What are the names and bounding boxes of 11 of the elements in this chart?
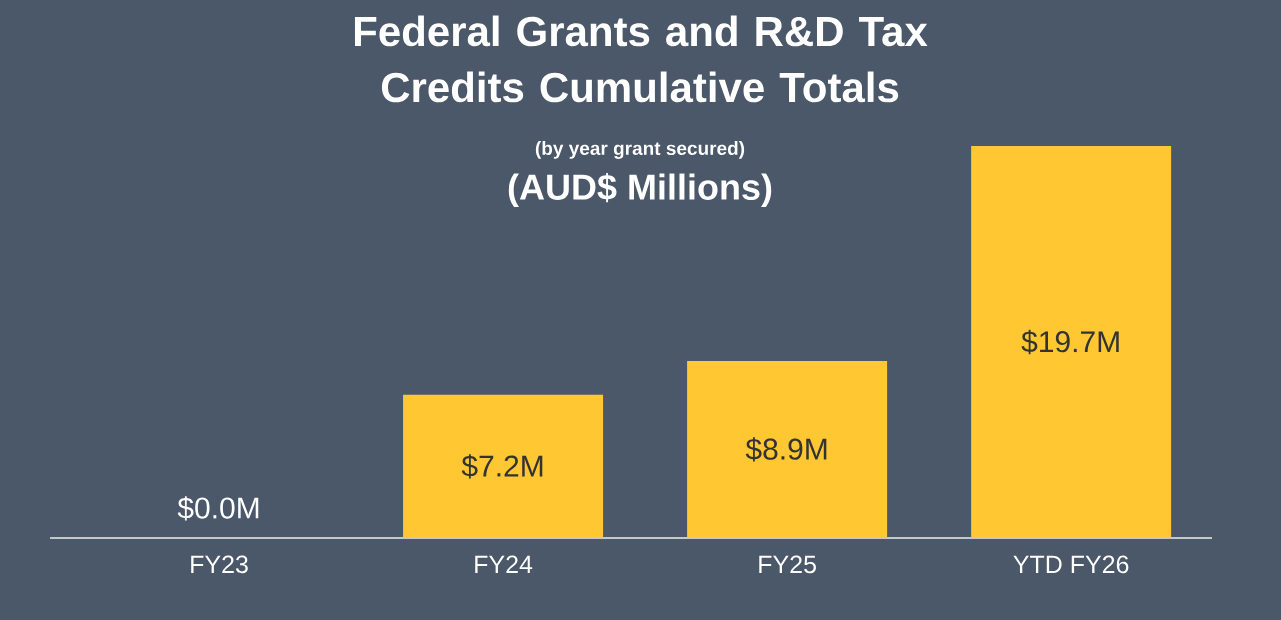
data-label: $0.0M xyxy=(177,496,259,521)
x-tick-label: FY24 xyxy=(475,555,533,573)
annotation: (AUD$ Millions) xyxy=(508,172,772,208)
chart-subtitle: (by year grant secured) xyxy=(535,141,745,159)
x-tick-label: FY23 xyxy=(191,555,248,574)
x-tick-label: FY25 xyxy=(759,555,816,574)
data-label: $19.7M xyxy=(1021,329,1119,355)
chart-title: Federal Grants and R&D Tax Credits Cumulative Totals xyxy=(354,15,928,103)
x-tick-label: YTD FY26 xyxy=(1013,555,1129,574)
data-label: $8.9M xyxy=(745,437,827,462)
data-label: $7.2M xyxy=(461,454,543,479)
